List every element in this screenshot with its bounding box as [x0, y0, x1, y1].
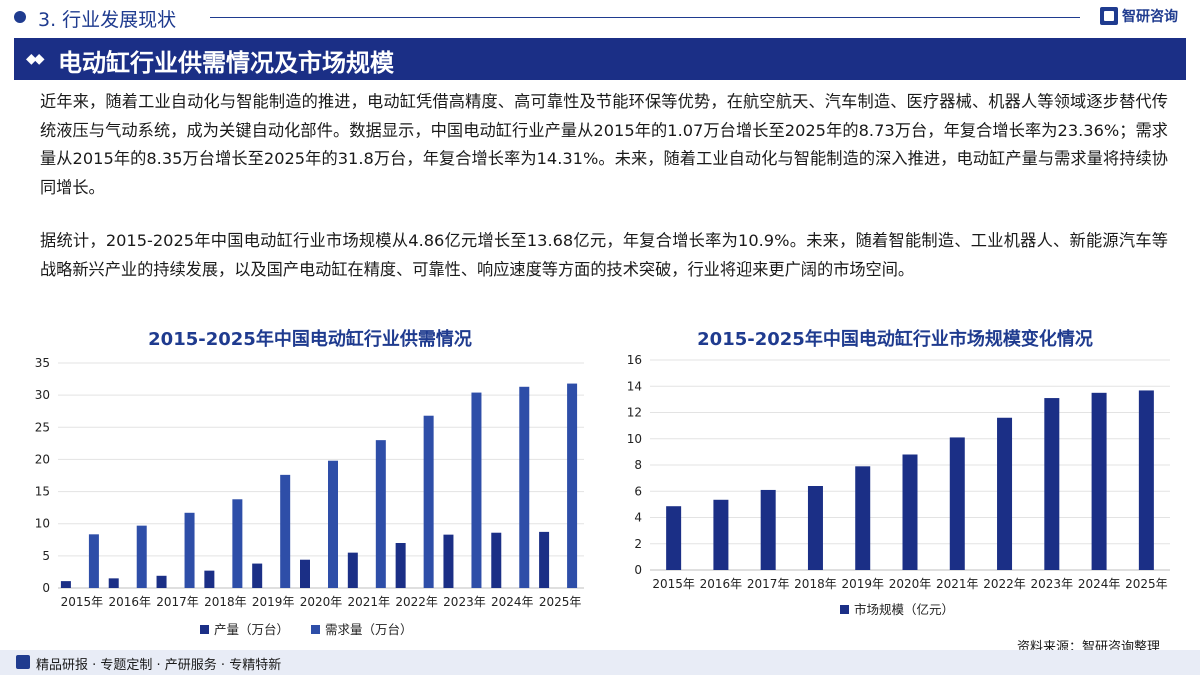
bar-production	[491, 532, 502, 588]
bar-demand	[232, 499, 243, 588]
bar-market-size	[760, 489, 776, 570]
x-tick-label: 2018年	[204, 595, 247, 609]
x-tick-label: 2022年	[983, 577, 1026, 591]
section-header: 3. 行业发展现状 智研咨询	[0, 0, 1200, 34]
y-tick-label: 5	[42, 549, 50, 563]
y-tick-label: 10	[35, 517, 50, 531]
section-bullet-icon	[14, 11, 26, 23]
supply-demand-chart: 0 5 10 15 20 25 30 35 2015年 2016年 2017年 2018年 2019年 2…	[35, 356, 584, 637]
bar-market-size	[902, 454, 918, 570]
bar-market-size	[1044, 398, 1060, 570]
legend-label: 市场规模（亿元）	[854, 602, 954, 617]
x-tick-label: 2018年	[794, 577, 837, 591]
footer-text: 精品研报 · 专题定制 · 产研服务 · 专精特新	[36, 658, 282, 673]
footer-logo-icon	[16, 655, 30, 669]
x-tick-label: 2025年	[1125, 577, 1168, 591]
bar-demand	[375, 440, 386, 588]
bar-production	[395, 543, 406, 588]
y-tick-label: 2	[634, 537, 642, 551]
y-tick-label: 12	[627, 406, 642, 420]
x-tick-label: 2015年	[61, 595, 104, 609]
y-tick-label: 10	[627, 432, 642, 446]
y-tick-label: 0	[634, 563, 642, 577]
bar-demand	[88, 534, 99, 588]
y-tick-label: 14	[627, 379, 642, 393]
legend-label: 产量（万台）	[214, 622, 289, 637]
y-tick-label: 35	[35, 356, 50, 370]
legend-swatch	[840, 605, 849, 614]
bar-market-size	[949, 437, 965, 570]
y-tick-label: 4	[634, 511, 642, 525]
bar-demand	[136, 525, 147, 588]
x-tick-label: 2025年	[539, 595, 582, 609]
x-tick-label: 2024年	[1078, 577, 1121, 591]
bar-production	[347, 552, 358, 588]
x-tick-label: 2017年	[156, 595, 199, 609]
x-tick-label: 2016年	[108, 595, 151, 609]
x-tick-label: 2024年	[491, 595, 534, 609]
x-tick-label: 2017年	[747, 577, 790, 591]
bar-demand	[471, 392, 482, 588]
y-tick-label: 30	[35, 388, 50, 402]
x-tick-label: 2021年	[348, 595, 391, 609]
x-tick-label: 2022年	[395, 595, 438, 609]
bar-demand	[328, 460, 338, 588]
intro-paragraph: 近年来，随着工业自动化与智能制造的推进，电动缸凭借高精度、高可靠性及节能环保等优…	[40, 92, 1168, 197]
legend-swatch	[200, 625, 209, 634]
page-title: 电动缸行业供需情况及市场规模	[58, 49, 394, 77]
x-tick-label: 2023年	[1031, 577, 1074, 591]
y-tick-label: 6	[634, 484, 642, 498]
diamond-icon: ◆◆	[26, 51, 44, 67]
brand-logo-icon	[1100, 7, 1118, 25]
bar-demand	[280, 474, 291, 588]
y-tick-label: 8	[634, 458, 642, 472]
legend-label: 需求量（万台）	[325, 622, 413, 637]
brand-logo: 智研咨询	[1100, 6, 1178, 26]
y-tick-label: 20	[35, 452, 50, 466]
bar-market-size	[855, 466, 871, 570]
chart1-title: 2015-2025年中国电动缸行业供需情况	[148, 329, 472, 350]
brand-name: 智研咨询	[1122, 9, 1178, 25]
y-tick-label: 15	[35, 485, 50, 499]
bar-market-size	[666, 506, 682, 570]
bar-production	[156, 575, 167, 588]
bar-market-size	[807, 486, 823, 570]
section-divider	[210, 17, 1080, 18]
x-tick-label: 2019年	[252, 595, 295, 609]
y-tick-label: 25	[35, 420, 50, 434]
bar-demand	[519, 386, 530, 588]
x-tick-label: 2016年	[700, 577, 743, 591]
bar-production	[539, 531, 550, 588]
chart2-title: 2015-2025年中国电动缸行业市场规模变化情况	[697, 329, 1093, 350]
x-tick-label: 2020年	[889, 577, 932, 591]
bar-demand	[567, 383, 578, 588]
x-tick-label: 2021年	[936, 577, 979, 591]
legend-swatch	[311, 625, 320, 634]
bar-production	[443, 534, 454, 588]
bar-market-size	[997, 417, 1013, 570]
market-size-chart: 0 2 4 6 8 10 12 14 16 2015年 2016年 2017年 2018年 2019年 20…	[627, 353, 1170, 617]
bar-production	[204, 570, 215, 588]
bar-production	[60, 581, 71, 588]
x-tick-label: 2015年	[652, 577, 695, 591]
bar-production	[108, 578, 119, 588]
bar-production	[300, 559, 310, 588]
bar-production	[252, 563, 263, 588]
y-tick-label: 16	[627, 353, 642, 367]
bar-demand	[423, 415, 434, 588]
bar-market-size	[1091, 392, 1107, 570]
x-tick-label: 2020年	[300, 595, 343, 609]
market-paragraph: 据统计，2015-2025年中国电动缸行业市场规模从4.86亿元增长至13.68…	[40, 231, 1168, 279]
title-banner: ◆◆ 电动缸行业供需情况及市场规模	[14, 38, 1186, 80]
bar-market-size	[713, 499, 729, 570]
section-title: 3. 行业发展现状	[38, 9, 177, 31]
bar-demand	[184, 512, 195, 588]
x-tick-label: 2019年	[841, 577, 884, 591]
y-tick-label: 0	[42, 581, 50, 595]
bar-market-size	[1138, 390, 1154, 570]
x-tick-label: 2023年	[443, 595, 486, 609]
footer-bar: 精品研报 · 专题定制 · 产研服务 · 专精特新	[0, 650, 1200, 675]
